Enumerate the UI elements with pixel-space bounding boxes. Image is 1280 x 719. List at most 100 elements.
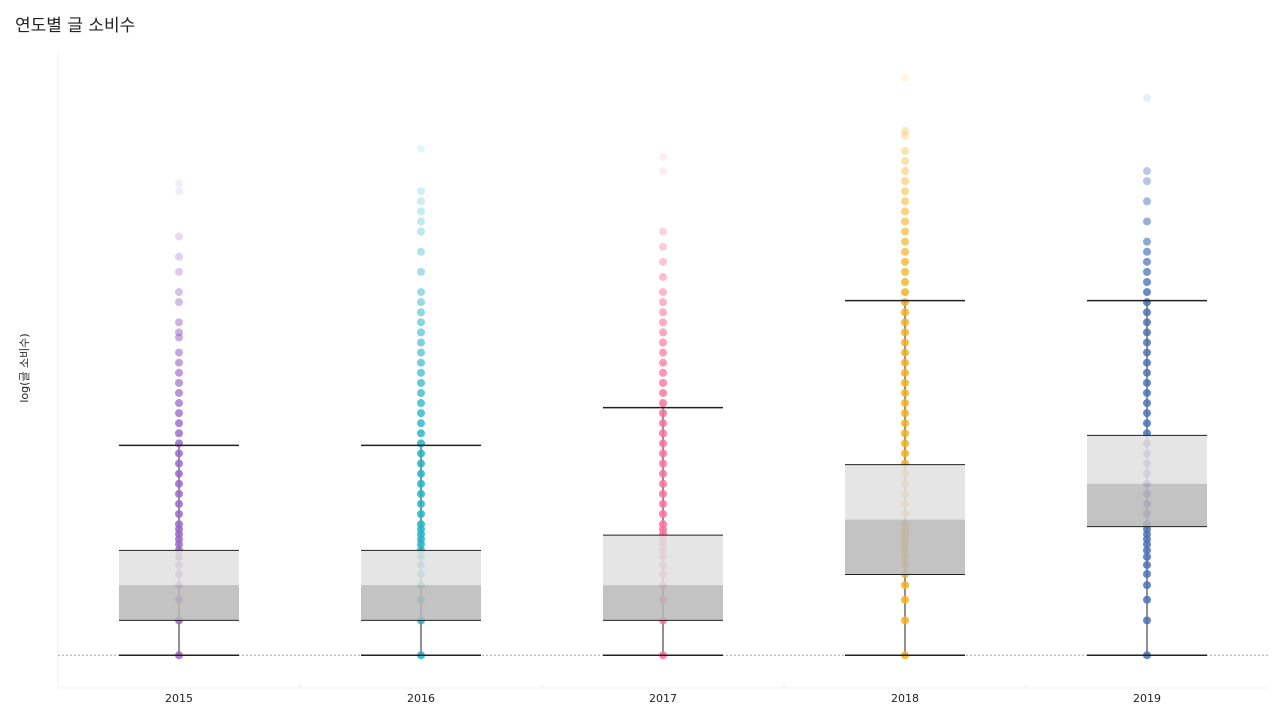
- point: [659, 510, 667, 518]
- point: [901, 167, 909, 176]
- point: [659, 288, 667, 297]
- point: [901, 338, 909, 347]
- box-lower: [845, 519, 965, 575]
- point: [175, 179, 183, 188]
- point: [417, 520, 425, 529]
- point: [659, 459, 667, 468]
- point: [659, 368, 667, 377]
- point: [1143, 177, 1151, 186]
- point: [1143, 93, 1151, 102]
- point: [659, 439, 667, 448]
- point: [175, 510, 183, 518]
- point: [1143, 378, 1151, 387]
- point: [417, 489, 425, 498]
- point: [1143, 338, 1151, 347]
- point: [417, 298, 425, 307]
- point: [1143, 552, 1151, 561]
- point: [901, 449, 909, 458]
- point: [175, 489, 183, 498]
- point: [901, 399, 909, 408]
- point: [1143, 247, 1151, 256]
- point: [1143, 288, 1151, 297]
- point: [1143, 616, 1151, 625]
- point: [417, 197, 425, 206]
- box-upper: [361, 550, 481, 586]
- point: [1143, 328, 1151, 337]
- y-axis-label: log(글 소비수): [18, 333, 31, 402]
- point: [1143, 546, 1151, 555]
- point: [1143, 308, 1151, 317]
- point: [1143, 399, 1151, 408]
- point: [1143, 267, 1151, 276]
- box-upper: [845, 464, 965, 520]
- point: [175, 388, 183, 397]
- point: [417, 439, 425, 448]
- point: [659, 378, 667, 387]
- point: [175, 378, 183, 387]
- point: [417, 288, 425, 297]
- point: [901, 146, 909, 155]
- point: [175, 399, 183, 408]
- point: [901, 187, 909, 196]
- point: [175, 479, 183, 488]
- point: [659, 520, 667, 529]
- chart-title: 연도별 글 소비수: [15, 16, 135, 36]
- point: [1143, 570, 1151, 579]
- x-tick-label: 2019: [1133, 692, 1161, 705]
- point: [659, 328, 667, 337]
- point: [659, 257, 667, 266]
- point: [417, 479, 425, 488]
- box-upper: [1087, 435, 1207, 484]
- box-upper: [603, 535, 723, 586]
- point: [659, 152, 667, 161]
- point: [175, 419, 183, 428]
- point: [1143, 257, 1151, 266]
- point: [901, 419, 909, 428]
- point: [901, 288, 909, 297]
- point: [417, 388, 425, 397]
- point: [1143, 318, 1151, 327]
- point: [659, 399, 667, 408]
- point: [901, 439, 909, 448]
- point: [901, 581, 909, 590]
- point: [417, 187, 425, 196]
- x-tick-label: 2018: [891, 692, 919, 705]
- box-lower: [1087, 483, 1207, 527]
- box-upper: [119, 550, 239, 586]
- point: [417, 449, 425, 458]
- point: [659, 338, 667, 347]
- point: [175, 348, 183, 357]
- point: [175, 409, 183, 418]
- point: [1143, 348, 1151, 357]
- point: [175, 459, 183, 468]
- point: [1143, 358, 1151, 367]
- point: [417, 419, 425, 428]
- point: [901, 616, 909, 625]
- point: [175, 252, 183, 261]
- point: [175, 358, 183, 367]
- point: [417, 338, 425, 347]
- point: [659, 358, 667, 367]
- point: [659, 272, 667, 281]
- point: [659, 242, 667, 251]
- point: [417, 267, 425, 276]
- point: [417, 409, 425, 418]
- point: [659, 167, 667, 176]
- point: [175, 298, 183, 307]
- point: [659, 469, 667, 478]
- point: [417, 318, 425, 327]
- point: [901, 227, 909, 236]
- point: [659, 308, 667, 317]
- point: [175, 318, 183, 327]
- point: [417, 378, 425, 387]
- point: [1143, 278, 1151, 286]
- point: [901, 217, 909, 226]
- x-tick-label: 2015: [165, 692, 193, 705]
- point: [901, 126, 909, 135]
- point: [901, 237, 909, 246]
- point: [901, 348, 909, 357]
- point: [659, 409, 667, 418]
- point: [901, 267, 909, 276]
- point: [175, 429, 183, 438]
- point: [417, 308, 425, 317]
